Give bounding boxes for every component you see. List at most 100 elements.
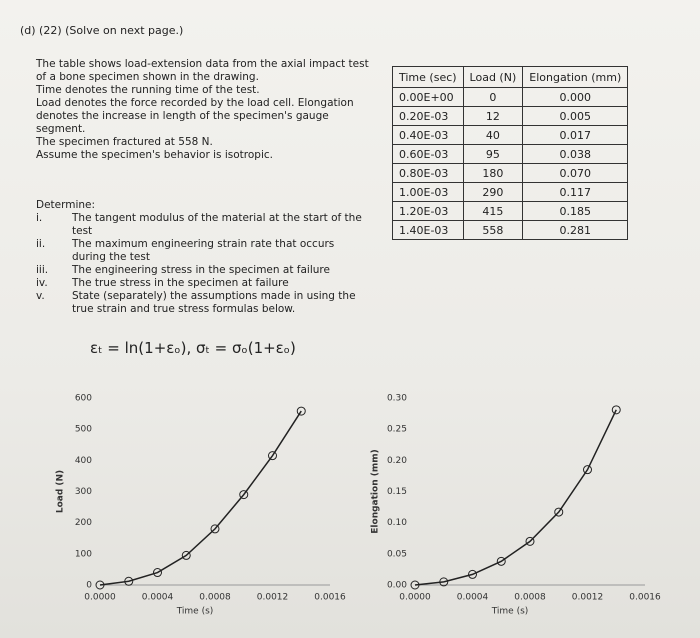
y-tick-label: 200 bbox=[75, 518, 92, 528]
table-row: 0.40E-03 40 0.017 bbox=[392, 125, 629, 145]
x-tick-label: 0.0000 bbox=[84, 593, 116, 603]
table-cell: 0.017 bbox=[522, 125, 629, 145]
x-tick-label: 0.0016 bbox=[314, 593, 346, 603]
y-tick-label: 0.15 bbox=[387, 487, 407, 497]
determine-item: ii. The maximum engineering strain rate t… bbox=[36, 238, 366, 264]
data-point bbox=[468, 569, 477, 579]
intro-line: The table shows load-extension data from… bbox=[36, 58, 369, 70]
table-cell: 0.281 bbox=[522, 220, 629, 240]
data-point bbox=[496, 556, 506, 566]
column-header: Time (sec) bbox=[392, 66, 464, 88]
data-point bbox=[239, 490, 249, 500]
intro-line: denotes the increase in length of the sp… bbox=[36, 110, 329, 122]
item-numeral: i. bbox=[36, 212, 43, 224]
table-cell: 558 bbox=[462, 220, 524, 240]
x-tick-label: 0.0012 bbox=[572, 593, 604, 603]
data-point bbox=[525, 536, 535, 546]
data-point bbox=[124, 576, 134, 586]
table-cell: 0.185 bbox=[522, 201, 629, 221]
y-tick-label: 0.05 bbox=[387, 549, 407, 559]
y-axis-label: Load (N) bbox=[56, 470, 66, 513]
table-header: Time (sec) Load (N) Elongation (mm) bbox=[392, 66, 629, 88]
table-row: 1.40E-03 558 0.281 bbox=[392, 220, 629, 240]
table-cell: 0.070 bbox=[522, 163, 629, 183]
determine-item: iii. The engineering stress in the specim… bbox=[36, 264, 366, 277]
data-point bbox=[583, 465, 592, 475]
data-line bbox=[414, 409, 617, 586]
table-cell: 0.038 bbox=[522, 144, 629, 164]
x-tick-label: 0.0008 bbox=[514, 593, 546, 603]
table-cell: 415 bbox=[462, 201, 524, 221]
intro-line: Assume the specimen's behavior is isotro… bbox=[36, 149, 273, 161]
table-cell: 0.000 bbox=[522, 87, 629, 107]
y-tick-label: 0.25 bbox=[387, 425, 407, 435]
x-tick-label: 0.0008 bbox=[199, 593, 231, 603]
item-text: The maximum engineering strain rate that… bbox=[72, 238, 335, 263]
x-tick-label: 0.0016 bbox=[629, 593, 661, 603]
data-point bbox=[95, 580, 105, 590]
table-cell: 40 bbox=[462, 125, 524, 145]
table-cell: 1.00E-03 bbox=[392, 182, 464, 202]
data-point bbox=[410, 580, 420, 590]
y-tick-label: 500 bbox=[75, 425, 92, 435]
x-tick-label: 0.0012 bbox=[257, 593, 289, 603]
data-point bbox=[611, 405, 621, 415]
table-cell: 0.20E-03 bbox=[392, 106, 464, 126]
table-row: 0.20E-03 12 0.005 bbox=[392, 106, 629, 126]
determine-item: v. State (separately) the assumptions mad… bbox=[36, 290, 366, 316]
data-point bbox=[296, 406, 306, 416]
item-text: State (separately) the assumptions made … bbox=[72, 290, 356, 315]
determine: Determine: i. The tangent modulus of the … bbox=[36, 199, 366, 316]
y-tick-label: 0.00 bbox=[387, 581, 407, 591]
item-text: The true stress in the specimen at failu… bbox=[72, 277, 289, 289]
table-cell: 0.00E+00 bbox=[392, 87, 464, 107]
table-cell: 1.40E-03 bbox=[392, 220, 464, 240]
x-tick-label: 0.0004 bbox=[457, 593, 489, 603]
header: (d) (22) (Solve on next page.) bbox=[20, 24, 184, 37]
x-tick-label: 0.0000 bbox=[399, 593, 431, 603]
table-row: 0.80E-03 180 0.070 bbox=[392, 163, 629, 183]
item-text: The tangent modulus of the material at t… bbox=[72, 212, 362, 237]
intro-line: Time denotes the running time of the tes… bbox=[36, 84, 260, 96]
table-cell: 0.117 bbox=[522, 182, 629, 202]
item-numeral: ii. bbox=[36, 238, 46, 250]
load-chart: 0 100 200 300 400 500 600 0.0000 0.0004 0.0008 0.0… bbox=[56, 394, 347, 617]
determine-item: i. The tangent modulus of the material at… bbox=[36, 212, 366, 238]
intro-line: of a bone specimen shown in the drawing. bbox=[36, 71, 259, 83]
y-tick-label: 0 bbox=[86, 581, 92, 591]
table-cell: 290 bbox=[462, 182, 524, 202]
determine-item: iv. The true stress in the specimen at fa… bbox=[36, 277, 366, 290]
table-cell: 0 bbox=[462, 87, 524, 107]
column-header: Elongation (mm) bbox=[522, 66, 629, 88]
item-numeral: iv. bbox=[36, 277, 48, 289]
data-point bbox=[439, 577, 449, 587]
intro: The table shows load-extension data from… bbox=[36, 58, 376, 162]
table-row: 1.20E-03 415 0.185 bbox=[392, 201, 629, 221]
item-text: The engineering stress in the specimen a… bbox=[72, 264, 330, 276]
y-axis-label: Elongation (mm) bbox=[371, 449, 381, 533]
data-point bbox=[153, 568, 162, 578]
data-point bbox=[554, 507, 564, 517]
table-row: 1.00E-03 290 0.117 bbox=[392, 182, 629, 202]
formula: εₜ = ln(1+εₒ), σₜ = σₒ(1+εₒ) bbox=[90, 339, 296, 357]
x-axis-label: Time (s) bbox=[176, 607, 214, 617]
intro-line: segment. bbox=[36, 123, 86, 135]
intro-line: The specimen fractured at 558 N. bbox=[36, 136, 213, 148]
y-tick-label: 100 bbox=[75, 549, 92, 559]
table-cell: 95 bbox=[462, 144, 524, 164]
table-cell: 12 bbox=[462, 106, 524, 126]
item-numeral: iii. bbox=[36, 264, 49, 276]
item-numeral: v. bbox=[36, 290, 45, 302]
table-row: 0.00E+00 0 0.000 bbox=[392, 87, 629, 107]
y-tick-label: 400 bbox=[75, 456, 92, 466]
x-tick-label: 0.0004 bbox=[142, 593, 174, 603]
data-point bbox=[181, 550, 191, 560]
table-cell: 0.60E-03 bbox=[392, 144, 464, 164]
table-row: 0.60E-03 95 0.038 bbox=[392, 144, 629, 164]
y-tick-label: 600 bbox=[75, 394, 92, 404]
table-cell: 180 bbox=[462, 163, 524, 183]
column-header: Load (N) bbox=[462, 66, 524, 88]
table-cell: 1.20E-03 bbox=[392, 201, 464, 221]
x-axis-label: Time (s) bbox=[491, 607, 529, 617]
